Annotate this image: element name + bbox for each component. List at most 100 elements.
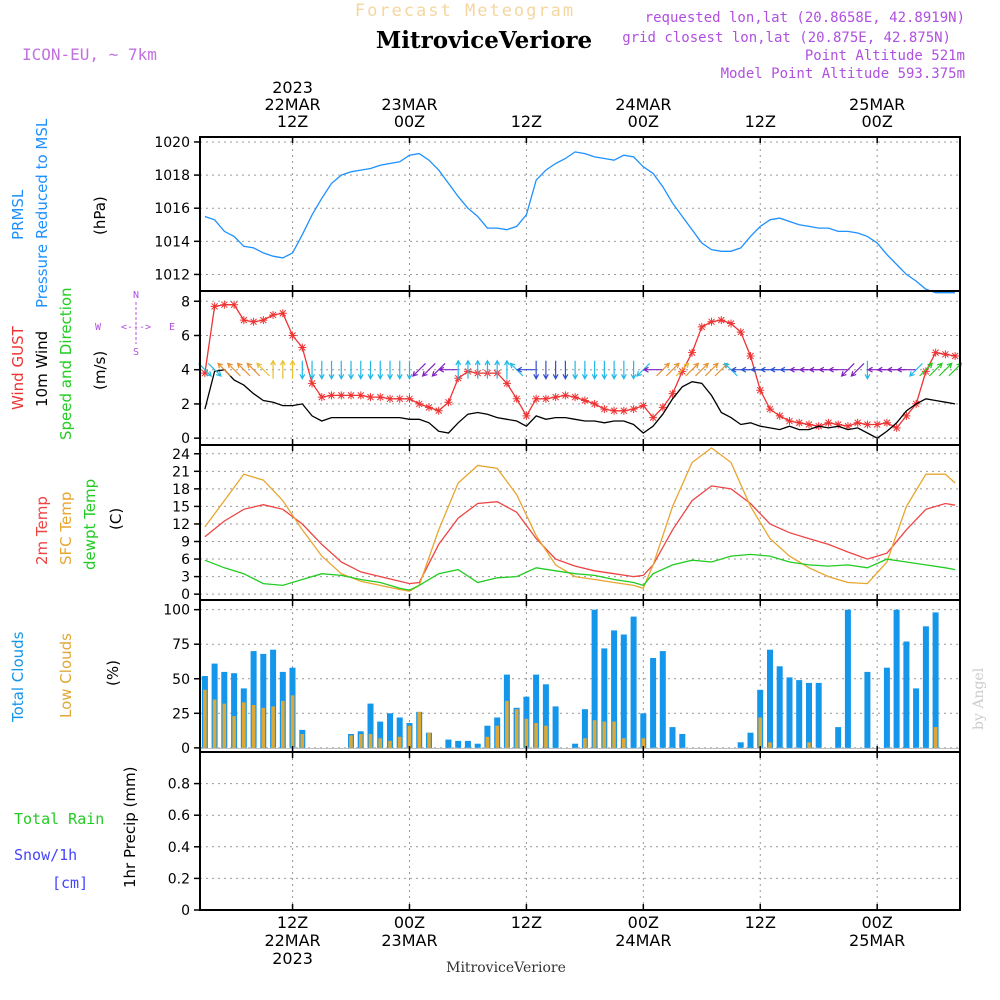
wind-label-gust: Wind GUST bbox=[9, 325, 27, 410]
total-cloud-bar bbox=[552, 706, 559, 748]
total-cloud-bar bbox=[572, 743, 579, 748]
bottom-time-label: 22MAR bbox=[264, 931, 320, 950]
bottom-time-label: 23MAR bbox=[381, 931, 437, 950]
gust-marker bbox=[775, 411, 784, 420]
total-cloud-bar bbox=[776, 666, 783, 748]
low-cloud-bar bbox=[397, 736, 402, 748]
wind-unit: (m/s) bbox=[91, 351, 109, 390]
gust-marker bbox=[873, 420, 882, 429]
low-cloud-bar bbox=[768, 742, 772, 748]
top-time-label: 22MAR bbox=[264, 95, 320, 114]
gust-marker bbox=[327, 391, 336, 400]
gust-marker bbox=[434, 406, 443, 415]
y-tick-label: 1016 bbox=[154, 201, 190, 217]
low-cloud-bar bbox=[612, 721, 616, 748]
precip-labels: Total Rain Snow/1h [cm] 1hr Precip (mm) bbox=[14, 767, 139, 892]
wind-arrow bbox=[226, 362, 241, 377]
wind-arrow bbox=[695, 362, 709, 377]
compass-east: E bbox=[169, 322, 175, 333]
gust-marker bbox=[795, 418, 804, 427]
wind-arrow bbox=[396, 360, 403, 380]
gust-marker bbox=[249, 317, 258, 326]
total-cloud-bar bbox=[737, 742, 744, 748]
wind-arrow bbox=[309, 360, 315, 380]
low-cloud-bar bbox=[417, 711, 421, 748]
low-cloud-bar bbox=[368, 734, 373, 748]
top-time-label: 12Z bbox=[277, 112, 308, 131]
wind-arrow bbox=[406, 360, 413, 380]
gust-marker bbox=[785, 417, 794, 426]
low-cloud-bar bbox=[485, 736, 490, 748]
y-tick-label: 75 bbox=[172, 637, 190, 653]
footer-location: MitroviceVeriore bbox=[446, 960, 566, 976]
low-cloud-bar bbox=[622, 738, 626, 748]
low-cloud-bar bbox=[534, 723, 538, 748]
bottom-time-label: 00Z bbox=[628, 913, 659, 932]
gust-marker bbox=[668, 389, 677, 398]
y-tick-label: 0.6 bbox=[168, 808, 190, 824]
wind-arrow bbox=[299, 360, 306, 380]
low-cloud-bar bbox=[514, 709, 519, 748]
compass-north: N bbox=[133, 290, 139, 301]
gust-marker bbox=[551, 393, 560, 402]
total-cloud-bar bbox=[533, 674, 540, 748]
precip-label-unit: [cm] bbox=[52, 874, 88, 892]
total-cloud-bar bbox=[913, 688, 920, 748]
y-tick-label: 3 bbox=[181, 570, 190, 586]
low-cloud-bar bbox=[602, 721, 607, 748]
wind-arrow bbox=[630, 360, 637, 380]
gust-marker bbox=[834, 420, 843, 429]
total-cloud-bar bbox=[484, 725, 491, 748]
total-cloud-bar bbox=[591, 609, 598, 748]
low-cloud-bar bbox=[222, 703, 227, 748]
low-cloud-bar bbox=[933, 727, 938, 748]
pressure-label-1: PRMSL bbox=[9, 189, 27, 240]
y-tick-label: 1018 bbox=[154, 168, 190, 184]
low-cloud-bar bbox=[505, 700, 509, 748]
gust-marker bbox=[853, 418, 862, 427]
bottom-time-label: 00Z bbox=[394, 913, 425, 932]
bottom-time-label: 2023 bbox=[272, 949, 313, 968]
wind-arrow bbox=[581, 360, 588, 380]
y-tick-label: 9 bbox=[181, 535, 190, 551]
wind-arrow bbox=[620, 360, 627, 380]
total-cloud-bar bbox=[611, 630, 618, 748]
y-tick-label: 15 bbox=[172, 499, 190, 515]
wind-arrow bbox=[919, 362, 934, 377]
top-time-label: 2023 bbox=[272, 78, 313, 97]
precip-label-snow: Snow/1h bbox=[14, 846, 77, 864]
low-cloud-bar bbox=[261, 707, 266, 748]
total-cloud-bar bbox=[806, 682, 812, 748]
gust-marker bbox=[317, 393, 326, 402]
bottom-time-label: 12Z bbox=[511, 913, 542, 932]
wind-arrow bbox=[455, 359, 462, 379]
gust-marker bbox=[571, 393, 580, 402]
wind-arrow bbox=[387, 360, 393, 380]
gust-marker bbox=[688, 348, 697, 357]
wind-arrow bbox=[516, 366, 536, 373]
wind-arrow bbox=[642, 366, 663, 373]
top-time-label: 25MAR bbox=[849, 95, 905, 114]
total-cloud-bar bbox=[231, 673, 238, 748]
model-altitude: Model Point Altitude 593.375m bbox=[721, 66, 965, 82]
panel-wind: 0 2 4 6 8 bbox=[181, 290, 963, 447]
gust-marker bbox=[843, 422, 852, 431]
wind-arrow bbox=[704, 362, 719, 377]
temp-2m-line bbox=[204, 485, 956, 585]
y-tick-label: 0.4 bbox=[168, 840, 190, 856]
gust-marker bbox=[678, 367, 687, 376]
total-cloud-bar bbox=[903, 641, 910, 748]
low-cloud-bar bbox=[427, 732, 431, 748]
gust-marker bbox=[561, 391, 570, 400]
low-cloud-bar bbox=[203, 689, 207, 748]
wind-arrow bbox=[601, 360, 608, 380]
gust-marker bbox=[347, 391, 356, 400]
gust-marker bbox=[259, 316, 268, 325]
wind-arrow bbox=[348, 360, 354, 380]
wind-arrow bbox=[338, 360, 345, 380]
gust-marker bbox=[951, 352, 960, 361]
gust-marker bbox=[600, 405, 609, 414]
gust-marker bbox=[337, 391, 346, 400]
wind-arrow bbox=[256, 362, 271, 377]
product-title: Forecast Meteogram bbox=[355, 1, 575, 21]
